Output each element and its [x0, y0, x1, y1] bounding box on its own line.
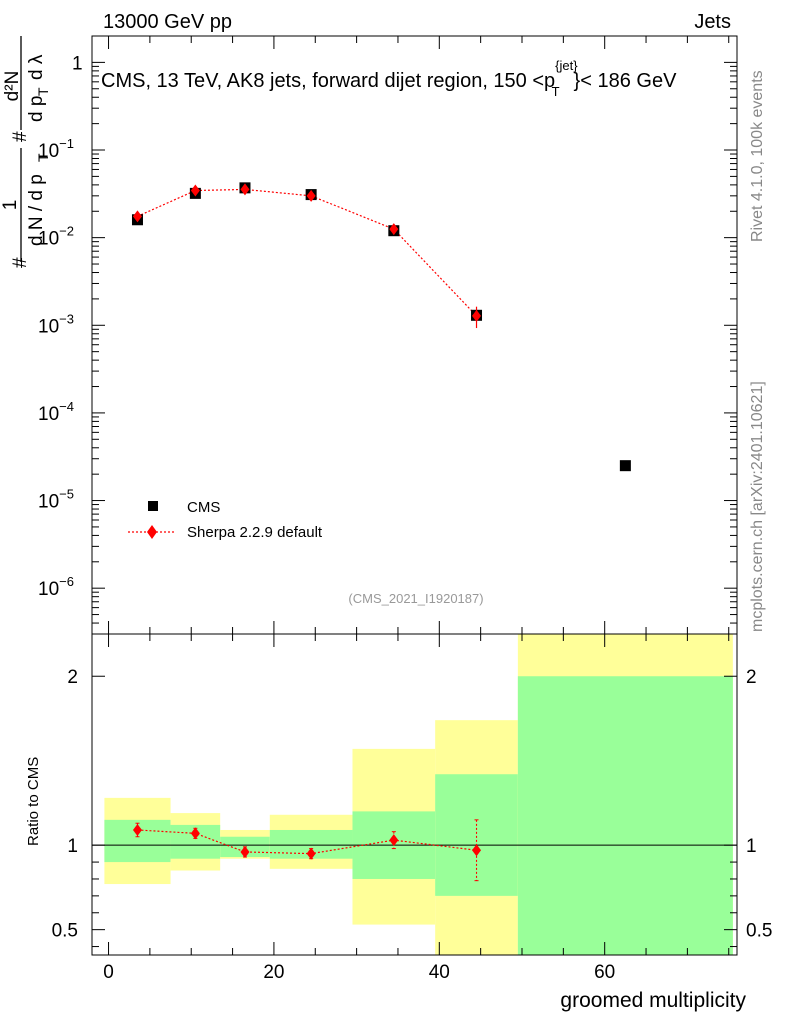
- mc-points: [132, 183, 482, 329]
- band-inner-5: [435, 774, 518, 896]
- mc-point: [389, 223, 399, 236]
- ratio-point: [389, 834, 399, 847]
- ratio-point: [306, 847, 316, 860]
- x-tick-label: 60: [594, 962, 615, 983]
- main-ytick-label: 10−4: [38, 399, 74, 425]
- ratio-point: [472, 844, 482, 857]
- legend-marker-mc: [147, 525, 157, 539]
- mc-point: [240, 183, 250, 196]
- legend-label-mc: Sherpa 2.2.9 default: [187, 524, 323, 541]
- mc-point: [132, 210, 142, 223]
- ratio-mc-line: [137, 829, 477, 855]
- main-frame: [91, 35, 738, 635]
- data-point: [619, 460, 631, 472]
- ratio-ytick-label: 1: [67, 836, 78, 857]
- ratio-point: [240, 845, 250, 858]
- ratio-ytick-label: 0.5: [52, 921, 78, 942]
- ratio-points: [132, 819, 482, 882]
- title-suffix: }< 186 GeV: [574, 70, 678, 92]
- mc-series-line: [137, 188, 477, 317]
- ylabel-frac2-den-tail: d λ: [26, 54, 47, 80]
- ylabel-frac1-den-sub: T: [35, 153, 51, 162]
- main-y-axis-label: # 1 d N / d p T # d²N d p T d λ: [0, 36, 51, 268]
- ratio-ytick-label-right: 2: [746, 667, 757, 688]
- title-prefix: CMS, 13 TeV, AK8 jets, forward dijet reg…: [101, 70, 555, 92]
- title-sup: {jet}: [555, 58, 578, 73]
- legend: CMS Sherpa 2.2.9 default: [128, 499, 323, 541]
- title-sub: T: [552, 84, 560, 99]
- x-axis-label: groomed multiplicity: [560, 989, 746, 1012]
- ylabel-frac1-num: 1: [0, 200, 21, 211]
- chart-title: CMS, 13 TeV, AK8 jets, forward dijet reg…: [101, 58, 677, 99]
- ratio-axes: 2 2 1 1 0.5 0.5 0 20 40 60: [52, 633, 772, 983]
- ylabel-frac2-den: d p: [26, 96, 47, 122]
- main-axes: 1 10−1 10−2 10−3 10−4 10−5 10−6: [38, 35, 738, 635]
- ylabel-frac2-num: d²N: [2, 71, 23, 102]
- ylabel-hash-2: #: [10, 131, 31, 142]
- mc-point: [472, 309, 482, 322]
- ylabel-frac1-den: d N / d p: [26, 174, 47, 246]
- analysis-watermark: (CMS_2021_I1920187): [348, 591, 483, 606]
- mc-point: [306, 189, 316, 202]
- main-ytick-label: 10−5: [38, 487, 74, 513]
- x-tick-label: 40: [429, 962, 450, 983]
- ratio-frame: [91, 633, 738, 956]
- ratio-ytick-label: 2: [67, 667, 78, 688]
- main-ytick-label: 1: [72, 53, 83, 74]
- ratio-ytick-label-right: 0.5: [746, 921, 772, 942]
- main-ytick-label: 10−6: [38, 574, 74, 600]
- mcplots-label: mcplots.cern.ch [arXiv:2401.10621]: [749, 381, 766, 632]
- rivet-label: Rivet 4.1.0, 100k events: [749, 70, 766, 242]
- ratio-point: [190, 827, 200, 840]
- main-ytick-label: 10−1: [38, 136, 74, 162]
- ratio-bands: [104, 634, 733, 955]
- x-tick-label: 20: [263, 962, 284, 983]
- x-tick-label: 0: [103, 962, 114, 983]
- ratio-ytick-label-right: 1: [746, 836, 757, 857]
- ratio-y-axis-label: Ratio to CMS: [25, 757, 42, 846]
- legend-label-cms: CMS: [187, 499, 220, 516]
- header-left: 13000 GeV pp: [103, 11, 232, 33]
- header-right: Jets: [694, 11, 731, 33]
- ratio-point: [132, 823, 142, 836]
- main-ytick-label: 10−2: [38, 224, 74, 250]
- data-points: [131, 182, 631, 472]
- band-inner-6: [517, 676, 733, 955]
- mc-line: [137, 188, 477, 317]
- legend-marker-cms: [148, 501, 158, 511]
- ylabel-frac2-den-sub: T: [35, 87, 51, 96]
- main-ytick-label: 10−3: [38, 311, 74, 337]
- ylabel-hash-1: #: [10, 257, 31, 268]
- mc-point: [190, 184, 200, 197]
